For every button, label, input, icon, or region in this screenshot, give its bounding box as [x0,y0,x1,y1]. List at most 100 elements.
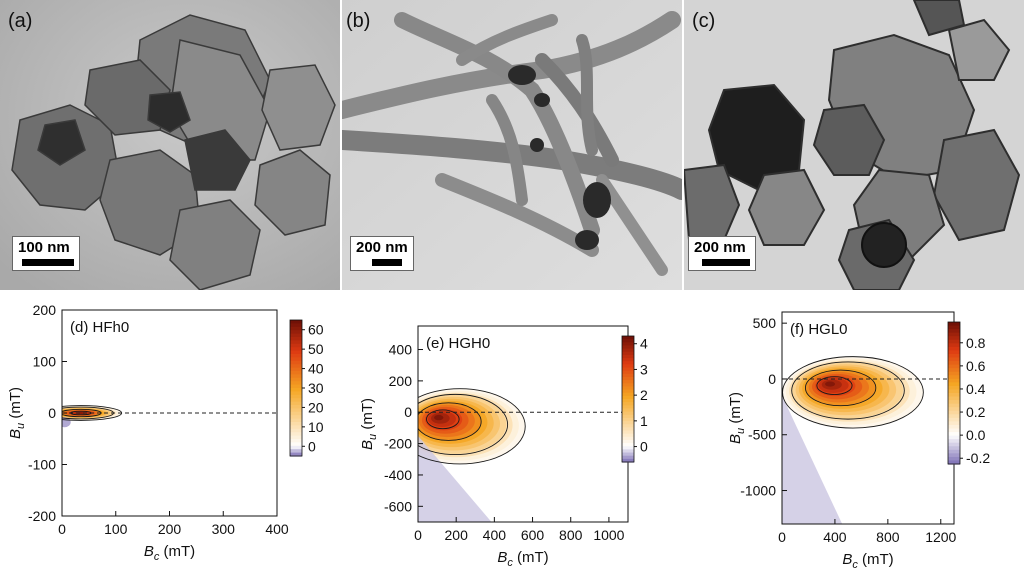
colorbar-segment [290,360,302,365]
density-level [434,414,444,421]
colorbar-segment [948,456,960,462]
colorbar-tick-label: 0 [308,438,316,454]
colorbar-segment [622,339,634,343]
scale-bar-b-line [372,259,402,266]
colorbar-segment [948,353,960,359]
colorbar-segment [622,373,634,378]
colorbar-segment [948,357,960,362]
colorbar-segment [948,329,960,334]
colorbar-segment [948,410,960,415]
contour-line [418,402,482,441]
colorbar-segment [290,367,302,372]
colorbar-segment [948,389,960,394]
x-tick-label: 0 [414,527,422,543]
colorbar-segment [948,449,960,454]
colorbar-segment [290,452,302,457]
colorbar-segment [948,343,960,348]
colorbar-segment [290,432,302,437]
x-tick-label: 400 [823,529,847,545]
colorbar-segment [622,417,634,422]
colorbar-segment [622,446,634,450]
colorbar-tick-label: 50 [308,341,324,357]
micrograph-a-label: (a) [8,10,33,32]
y-tick-label: 200 [389,373,413,389]
colorbar-segment [948,350,960,355]
micrograph-a: (a) 100 nm [0,0,340,290]
colorbar-segment [948,446,960,451]
y-tick-label: 100 [33,354,57,370]
colorbar-segment [622,458,634,463]
colorbar-segment [948,439,960,444]
colorbar-segment [290,371,302,375]
contour-line [62,408,102,418]
colorbar-segment [290,326,302,331]
micrograph-a-image [0,0,340,290]
colorbar-segment [948,336,960,341]
colorbar-segment [948,368,960,373]
colorbar-segment [622,354,634,359]
colorbar: 0 10 20 30 40 50 60 [289,319,324,457]
forc-chart-e-svg: 0 200 400 600 800 1000 -600 -400 -200 0 200 400 (e) … [359,325,648,569]
x-tick-label: 200 [158,521,182,537]
colorbar-frame [621,335,635,463]
negative-region [782,395,843,524]
colorbar-segment [622,336,634,340]
colorbar-tick-label: 30 [308,380,324,396]
colorbar-segment [948,396,960,401]
y-tick-label: -400 [384,467,412,483]
micrograph-b-label: (b) [346,10,371,32]
colorbar-segment [622,452,634,457]
colorbar-segment [622,395,634,400]
forc-chart-f: 0 400 800 1200 -1000 -500 0 500 (f) HGL0 Bc (mT) B… [682,290,1024,576]
colorbar-segment [622,383,634,387]
colorbar-segment [290,357,302,362]
colorbar-tick-label: 0.2 [966,404,986,420]
x-tick-label: 300 [212,521,236,537]
colorbar-segment [290,330,302,335]
heatmap-field [782,356,924,524]
colorbar-segment [622,348,634,353]
y-tick-label: 0 [768,371,776,387]
colorbar-segment [622,370,634,375]
x-tick-label: 0 [778,529,786,545]
colorbar-segment [948,403,960,408]
panel-title: (f) HGL0 [790,321,848,338]
y-tick-label: 0 [404,404,412,420]
colorbar-segment [290,384,302,389]
x-tick-label: 400 [265,521,289,537]
colorbar-segment [290,425,302,430]
x-tick-label: 1000 [593,527,624,543]
contour-line [791,361,905,420]
colorbar: -0.2 0.0 0.2 0.4 0.6 0.8 [947,321,990,466]
contour-line [804,369,877,407]
contour-line [418,393,509,456]
y-tick-label: -600 [384,498,412,514]
colorbar-segment [622,443,634,447]
y-tick-label: 200 [33,302,57,318]
y-tick-label: -200 [384,436,412,452]
colorbar-segment [290,408,302,413]
scale-bar-c-line [702,259,750,266]
colorbar-segment [948,432,960,437]
x-axis-label: Bc (mT) [842,551,893,571]
y-tick-label: 500 [753,315,777,331]
colorbar-segment [290,388,302,392]
colorbar-segment [290,323,302,328]
colorbar-segment [622,402,634,406]
x-tick-label: 1200 [925,529,956,545]
x-axis-label: Bc (mT) [497,549,548,569]
colorbar-tick-label: 10 [308,419,324,435]
colorbar-tick-label: 20 [308,399,324,415]
panel-title: (e) HGH0 [426,335,490,352]
colorbar-segment [622,421,634,425]
scale-bar-b-text: 200 nm [356,239,408,256]
colorbar-segment [290,340,302,345]
density-level [825,381,836,387]
colorbar-segment [290,364,302,369]
colorbar-segment [948,393,960,398]
colorbar-segment [948,325,960,330]
y-tick-label: -500 [748,427,776,443]
colorbar-tick-label: 0.0 [966,427,986,443]
colorbar-segment [622,436,634,441]
scale-bar-c-text: 200 nm [694,239,746,256]
